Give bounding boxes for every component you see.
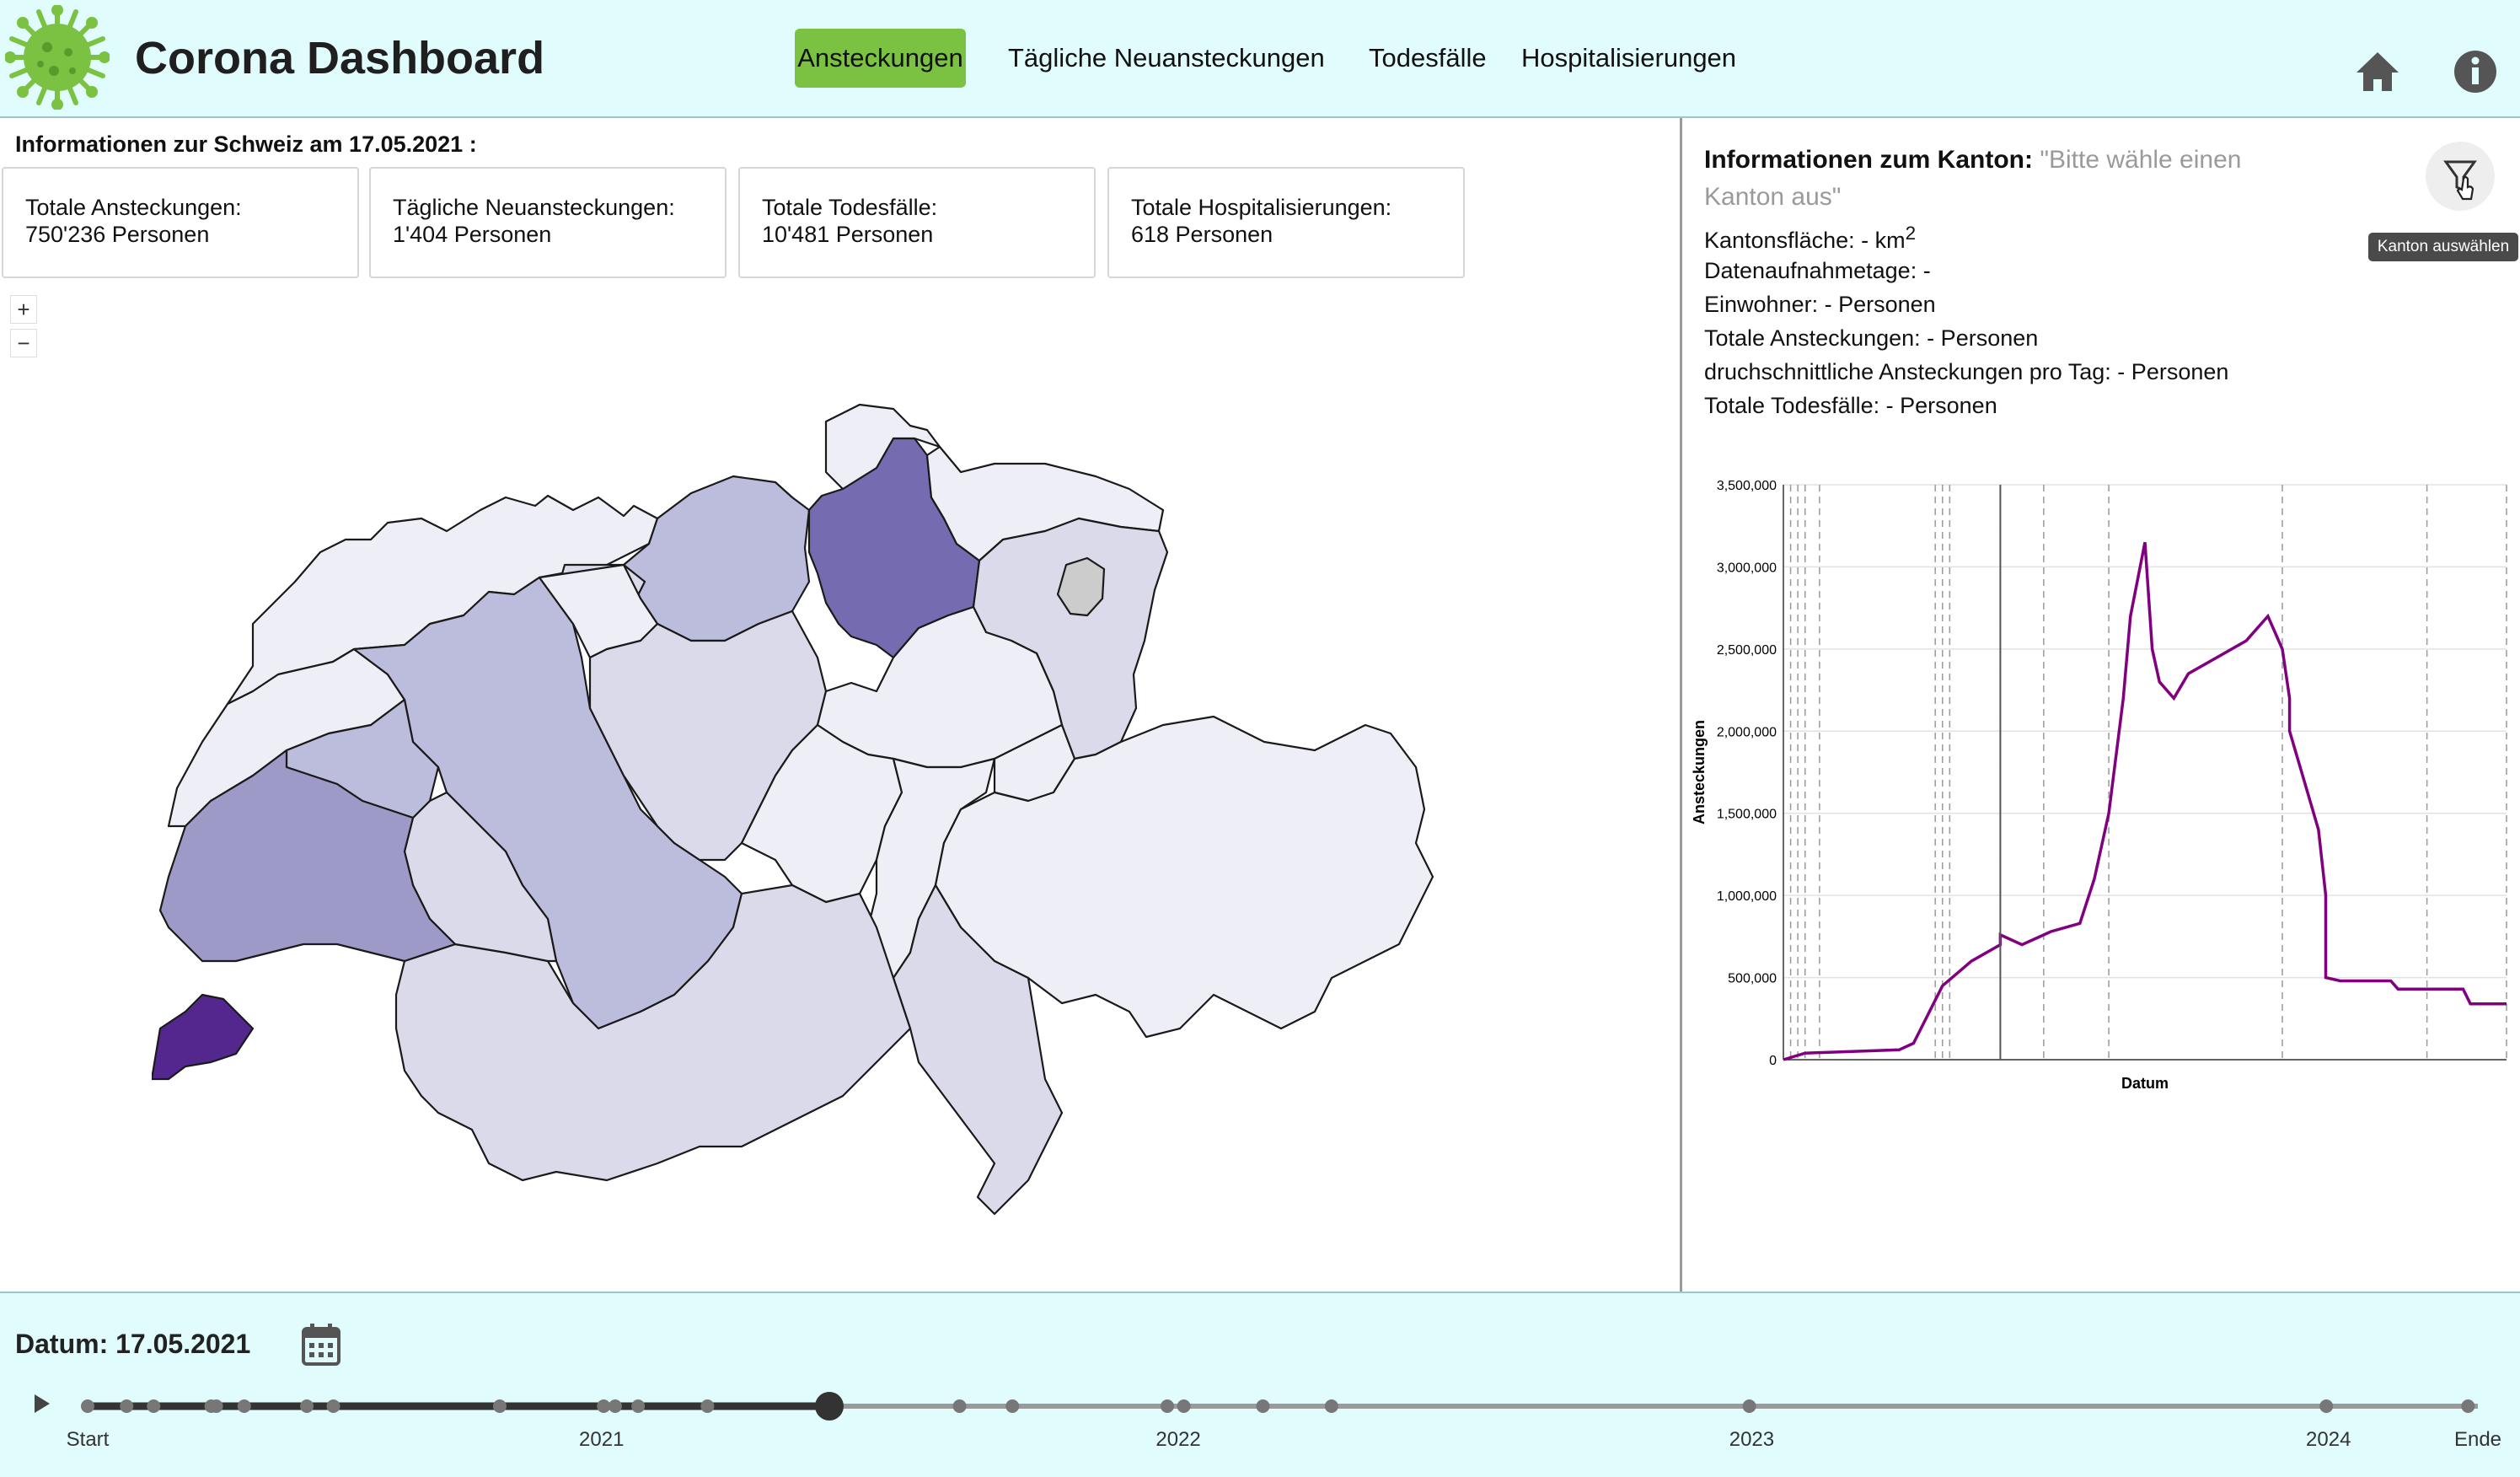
filter-kanton-button[interactable]	[2426, 142, 2495, 211]
info-icon[interactable]	[2453, 49, 2498, 94]
footer-bar	[0, 1292, 2520, 1477]
timeline-mark[interactable]	[1005, 1399, 1020, 1413]
kanton-area: Kantonsfläche: - km2	[1704, 223, 1916, 254]
stat-card-todesfaelle: Totale Todesfälle: 10'481 Personen	[738, 167, 1096, 278]
y-tick-label: 1,000,000	[1717, 889, 1777, 904]
timeline-mark[interactable]	[952, 1399, 967, 1413]
timeline-mark[interactable]	[1742, 1399, 1756, 1413]
timeline-label: 2024	[2306, 1428, 2351, 1451]
kanton-area-unit-sup: 2	[1905, 223, 1917, 244]
stat-value: 750'236 Personen	[25, 222, 210, 247]
timeline-mark[interactable]	[81, 1399, 94, 1413]
timeline-label: Start	[66, 1428, 110, 1451]
timeline-thumb[interactable]	[815, 1392, 844, 1421]
stat-label: Tägliche Neuansteckungen:	[393, 195, 675, 220]
kanton-einwohner: Einwohner: - Personen	[1704, 292, 1936, 317]
timeline-slider[interactable]	[59, 1374, 2503, 1458]
timeline-mark[interactable]	[300, 1399, 314, 1413]
stat-card-neuansteckungen: Tägliche Neuansteckungen: 1'404 Personen	[369, 167, 727, 278]
kanton-datenaufnahmetage: Datenaufnahmetage: -	[1704, 258, 1931, 283]
canton-region-wallis[interactable]	[394, 884, 912, 1182]
timeline-mark[interactable]	[2319, 1399, 2334, 1413]
kanton-line-chart: 0 500,000 1,000,000 1,500,000 2,000,000 2,500…	[1691, 479, 2507, 1092]
timeline-mark[interactable]	[120, 1399, 134, 1413]
timeline-mark[interactable]	[1161, 1399, 1175, 1413]
filter-icon	[2443, 160, 2477, 201]
stat-label: Totale Todesfälle:	[762, 195, 938, 220]
timeline-mark[interactable]	[326, 1399, 340, 1413]
virus-logo-icon	[5, 5, 110, 110]
timeline-marks	[81, 1399, 2475, 1413]
timeline-mark[interactable]	[597, 1399, 611, 1413]
app-title: Corona Dashboard	[135, 33, 545, 83]
home-icon[interactable]	[2355, 49, 2400, 94]
switzerland-map	[152, 403, 1434, 1216]
y-tick-label: 3,500,000	[1717, 479, 1777, 493]
timeline-label: 2022	[1155, 1428, 1201, 1451]
timeline-label: 2023	[1729, 1428, 1775, 1451]
tab-taegliche-neuansteckungen[interactable]: Tägliche Neuansteckungen	[1008, 43, 1325, 73]
stat-card-ansteckungen: Totale Ansteckungen: 750'236 Personen	[2, 167, 359, 278]
timeline-mark[interactable]	[147, 1399, 161, 1413]
chart-x-label: Datum	[2121, 1075, 2169, 1092]
y-tick-label: 3,000,000	[1717, 561, 1777, 575]
chart-series	[1783, 485, 2507, 1061]
timeline-mark[interactable]	[237, 1399, 251, 1413]
map-zoom-out-button[interactable]: −	[10, 329, 37, 357]
calendar-icon[interactable]	[300, 1322, 342, 1367]
timeline-mark[interactable]	[700, 1399, 715, 1413]
play-icon[interactable]	[29, 1391, 54, 1416]
canton-region-waadt[interactable]	[158, 749, 457, 963]
kanton-totale-todesfaelle: Totale Todesfälle: - Personen	[1704, 393, 1997, 418]
tab-todesfaelle[interactable]: Todesfälle	[1369, 43, 1487, 73]
stat-label: Totale Hospitalisierungen:	[1131, 195, 1392, 220]
date-label: Datum: 17.05.2021	[15, 1329, 251, 1359]
filter-tooltip: Kanton auswählen	[2368, 233, 2518, 261]
kanton-area-label: Kantonsfläche: - km	[1704, 228, 1906, 253]
kanton-totale-ansteckungen: Totale Ansteckungen: - Personen	[1704, 325, 2039, 351]
stat-label: Totale Ansteckungen:	[25, 195, 242, 220]
y-tick-label: 2,500,000	[1717, 643, 1777, 658]
y-tick-label: 1,500,000	[1717, 808, 1777, 822]
switzerland-heading: Informationen zur Schweiz am 17.05.2021 …	[15, 132, 477, 157]
timeline-mark[interactable]	[492, 1399, 507, 1413]
timeline-label: Ende	[2453, 1428, 2502, 1451]
stat-value: 618 Personen	[1131, 222, 1273, 247]
y-tick-label: 0	[1769, 1054, 1777, 1068]
header-bar	[0, 0, 2520, 118]
panel-divider	[1680, 118, 1682, 1292]
canton-appenzell[interactable]	[1056, 556, 1106, 617]
chart-y-label: Ansteckungen	[1691, 720, 1708, 824]
timeline-mark[interactable]	[1177, 1399, 1191, 1413]
tab-hospitalisierungen[interactable]: Hospitalisierungen	[1521, 43, 1737, 73]
canton-region-schaffhausen[interactable]	[824, 403, 941, 491]
stat-card-hospitalisierungen: Totale Hospitalisierungen: 618 Personen	[1107, 167, 1465, 278]
stat-value: 10'481 Personen	[762, 222, 934, 247]
y-tick-label: 500,000	[1728, 972, 1777, 986]
timeline-mark[interactable]	[1324, 1399, 1338, 1413]
chart-grid	[1783, 484, 2507, 1061]
kanton-heading: Informationen zum Kanton: "Bitte wähle e…	[1704, 142, 2294, 216]
series-line-ansteckungen	[1783, 541, 2507, 1061]
timeline-mark[interactable]	[1256, 1399, 1270, 1413]
timeline-mark[interactable]	[2461, 1399, 2475, 1413]
map-zoom-in-button[interactable]: +	[10, 295, 37, 324]
kanton-durchschnitt-ansteckungen: druchschnittliche Ansteckungen pro Tag: …	[1704, 359, 2229, 384]
kanton-heading-label: Informationen zum Kanton:	[1704, 146, 2033, 174]
canton-region-tessin[interactable]	[892, 884, 1064, 1216]
canton-genf[interactable]	[152, 993, 255, 1081]
timeline-mark[interactable]	[631, 1399, 646, 1413]
stat-value: 1'404 Personen	[393, 222, 552, 247]
kanton-heading-placeholder: "Bitte wähle einen Kanton aus"	[1704, 146, 2242, 211]
timeline-label: 2021	[579, 1428, 625, 1451]
chart-y-ticks: 0 500,000 1,000,000 1,500,000 2,000,000 2,500…	[1717, 479, 1777, 1068]
timeline-mark[interactable]	[608, 1399, 622, 1413]
tab-ansteckungen[interactable]: Ansteckungen	[795, 29, 966, 88]
timeline-mark[interactable]	[209, 1399, 223, 1413]
y-tick-label: 2,000,000	[1717, 725, 1777, 739]
